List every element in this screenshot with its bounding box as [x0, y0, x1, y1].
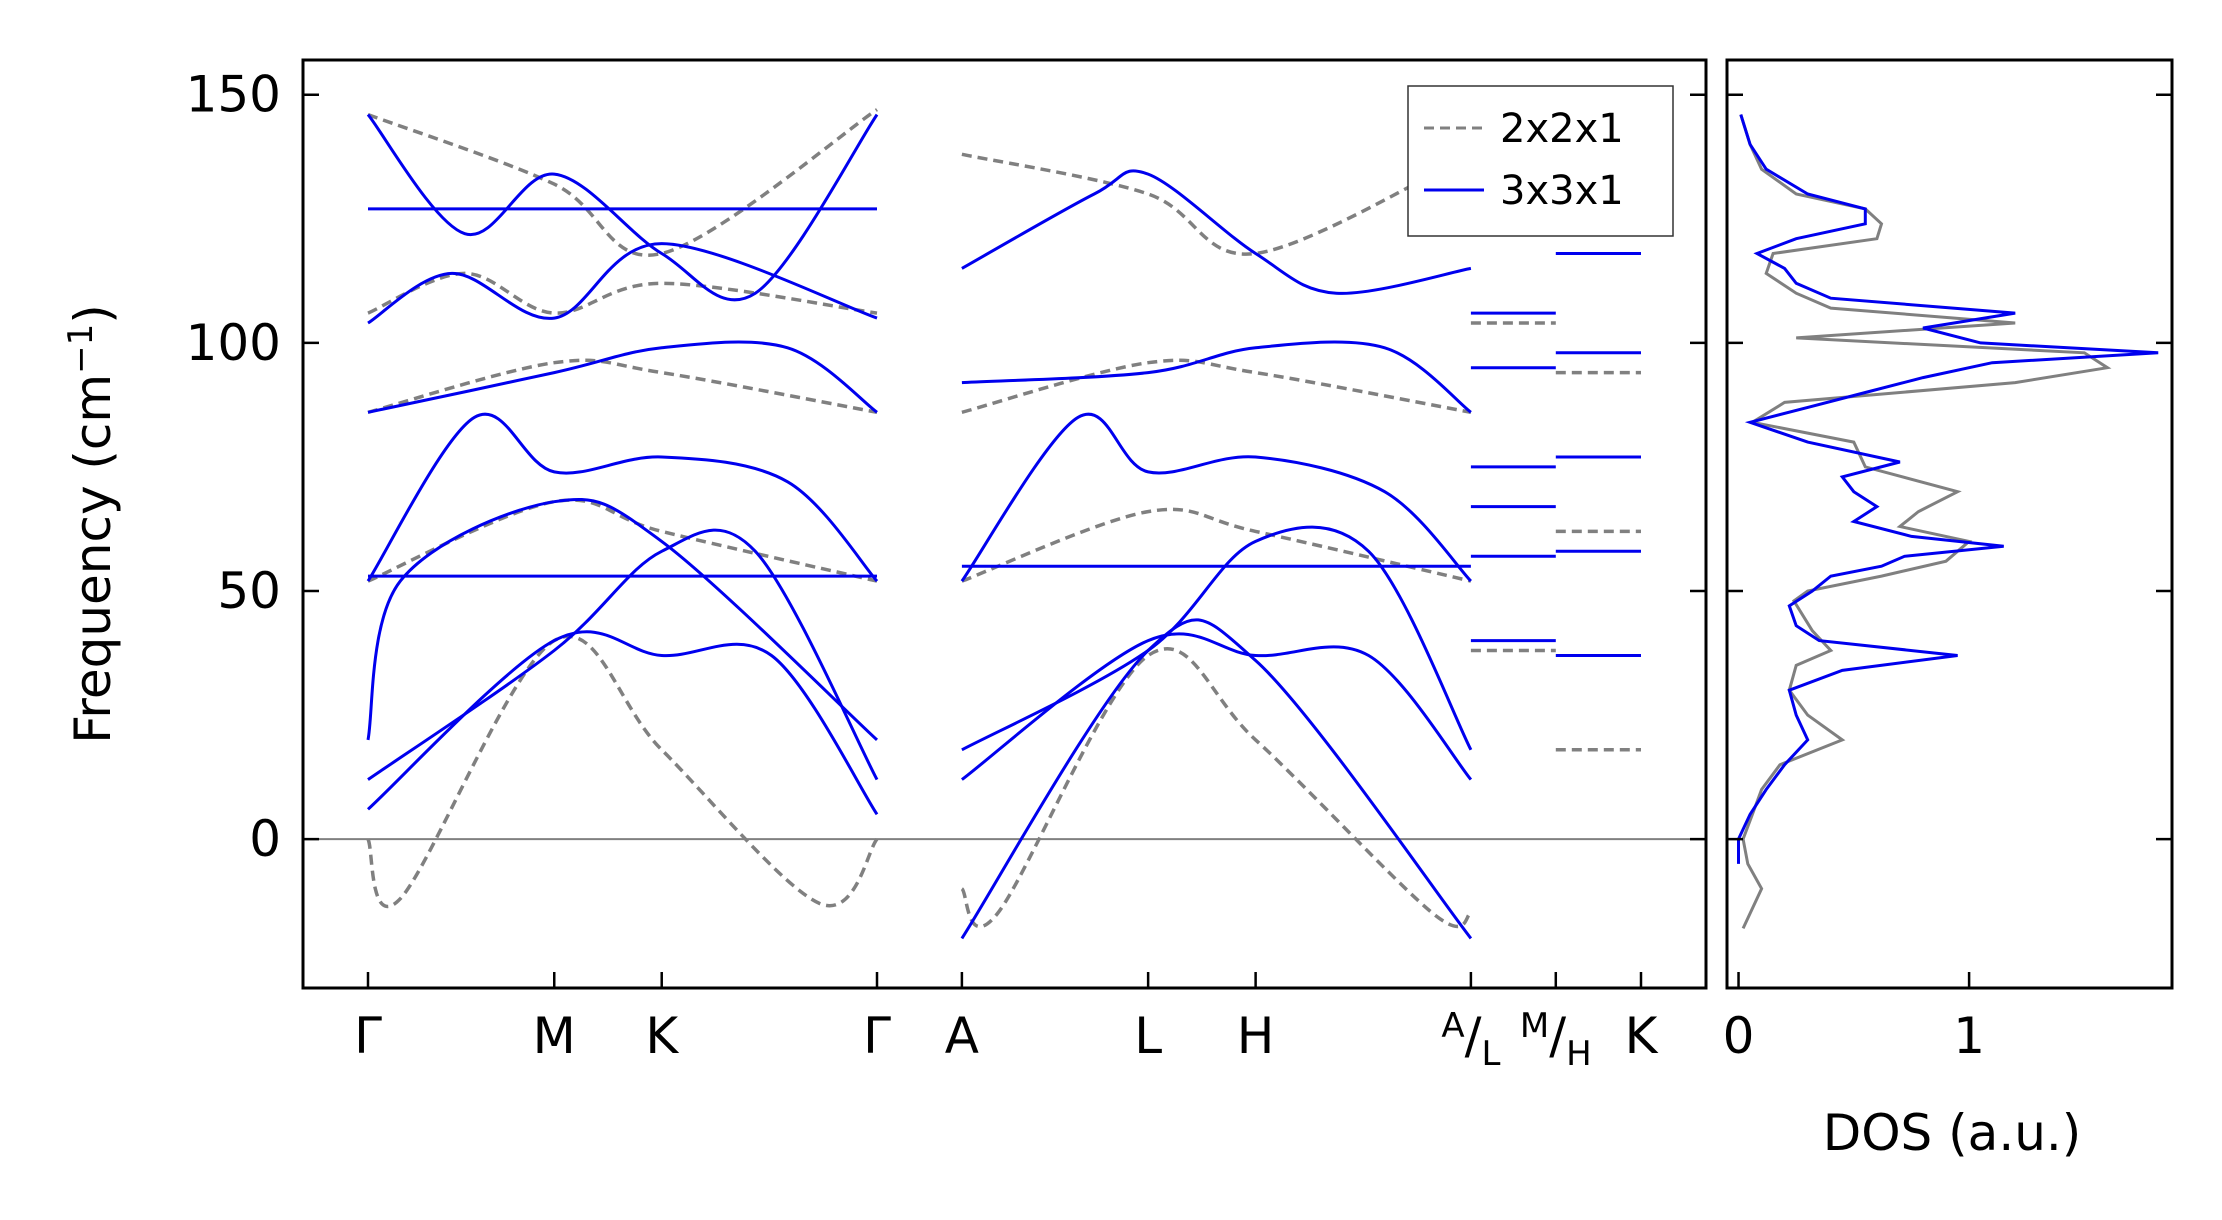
y-axis-title-tail: ) [64, 304, 122, 324]
band-2x2x1-7 [961, 358, 1472, 415]
y-axis-title-superscript: −1 [61, 324, 101, 374]
band-3x3x1-14 [366, 630, 879, 816]
band-2x2x1-6 [961, 507, 1472, 583]
dispersion-series [366, 108, 1641, 940]
dos-y-axis-ticks [1727, 93, 2172, 841]
legend-label-2x2x1: 2x2x1 [1500, 106, 1624, 152]
band-2x2x1-0 [366, 634, 879, 909]
band-2x2x1-2 [367, 358, 878, 415]
dos-x-axis-title: DOS (a.u.) [1823, 1104, 2082, 1162]
band-3x3x1-23 [961, 632, 1473, 781]
legend-box [1407, 85, 1674, 237]
y-axis-ticks: 0 50 100 150 [186, 66, 1706, 868]
band-2x2x1-5 [960, 647, 1472, 929]
band-3x3x1-28 [960, 618, 1473, 940]
kpoint-label-9: K [1625, 1007, 1659, 1065]
band-3x3x1-19 [367, 340, 878, 414]
band-3x3x1-21 [366, 113, 879, 302]
kpoint-label-5: L [1134, 1007, 1162, 1065]
kpoint-label-1: M [533, 1007, 576, 1065]
legend-label-3x3x1: 3x3x1 [1500, 168, 1624, 214]
dispersion-frame [301, 58, 1708, 990]
legend: 2x2x1 3x3x1 [1407, 85, 1674, 237]
kpoint-label-8: M/H [1520, 1006, 1592, 1074]
y-axis-title-text: Frequency (cm [64, 374, 122, 744]
kpoint-label-3: Γ [863, 1007, 891, 1065]
dos-x-tick-label-0: 0 [1723, 1007, 1755, 1065]
band-3x3x1-15 [367, 528, 879, 781]
y-tick-label-2: 100 [186, 314, 281, 372]
band-3x3x1-24 [961, 525, 1473, 752]
band-3x3x1-27 [961, 340, 1472, 414]
x-axis-kpoint-ticks: Γ M K Γ A L H A/LM/H K [354, 972, 1659, 1074]
y-tick-label-1: 50 [217, 562, 281, 620]
kpoint-label-6: H [1237, 1007, 1275, 1065]
band-3x3x1-16 [366, 498, 879, 742]
dos-series [1737, 114, 2159, 930]
band-3x3x1-26 [960, 412, 1472, 583]
kpoint-label-2: K [645, 1007, 679, 1065]
band-2x2x1-4 [367, 108, 878, 257]
y-tick-label-0: 0 [249, 810, 281, 868]
dos-frame [1725, 58, 2174, 990]
kpoint-label-4: A [945, 1007, 979, 1065]
band-3x3x1-20 [367, 242, 878, 325]
y-axis-title: Frequency (cm−1) [61, 304, 122, 744]
y-tick-label-3: 150 [186, 66, 281, 124]
kpoint-label-0: Γ [354, 1007, 382, 1065]
dos-curve-3x3x1 [1737, 114, 2159, 864]
band-3x3x1-18 [366, 412, 879, 583]
band-2x2x1-8 [961, 152, 1472, 256]
kpoint-label-7: A/L [1441, 1006, 1500, 1074]
dos-curve-2x2x1 [1739, 114, 2112, 930]
band-2x2x1-3 [367, 271, 878, 315]
dos-x-tick-label-1: 1 [1953, 1007, 1985, 1065]
band-3x3x1-29 [961, 169, 1472, 295]
